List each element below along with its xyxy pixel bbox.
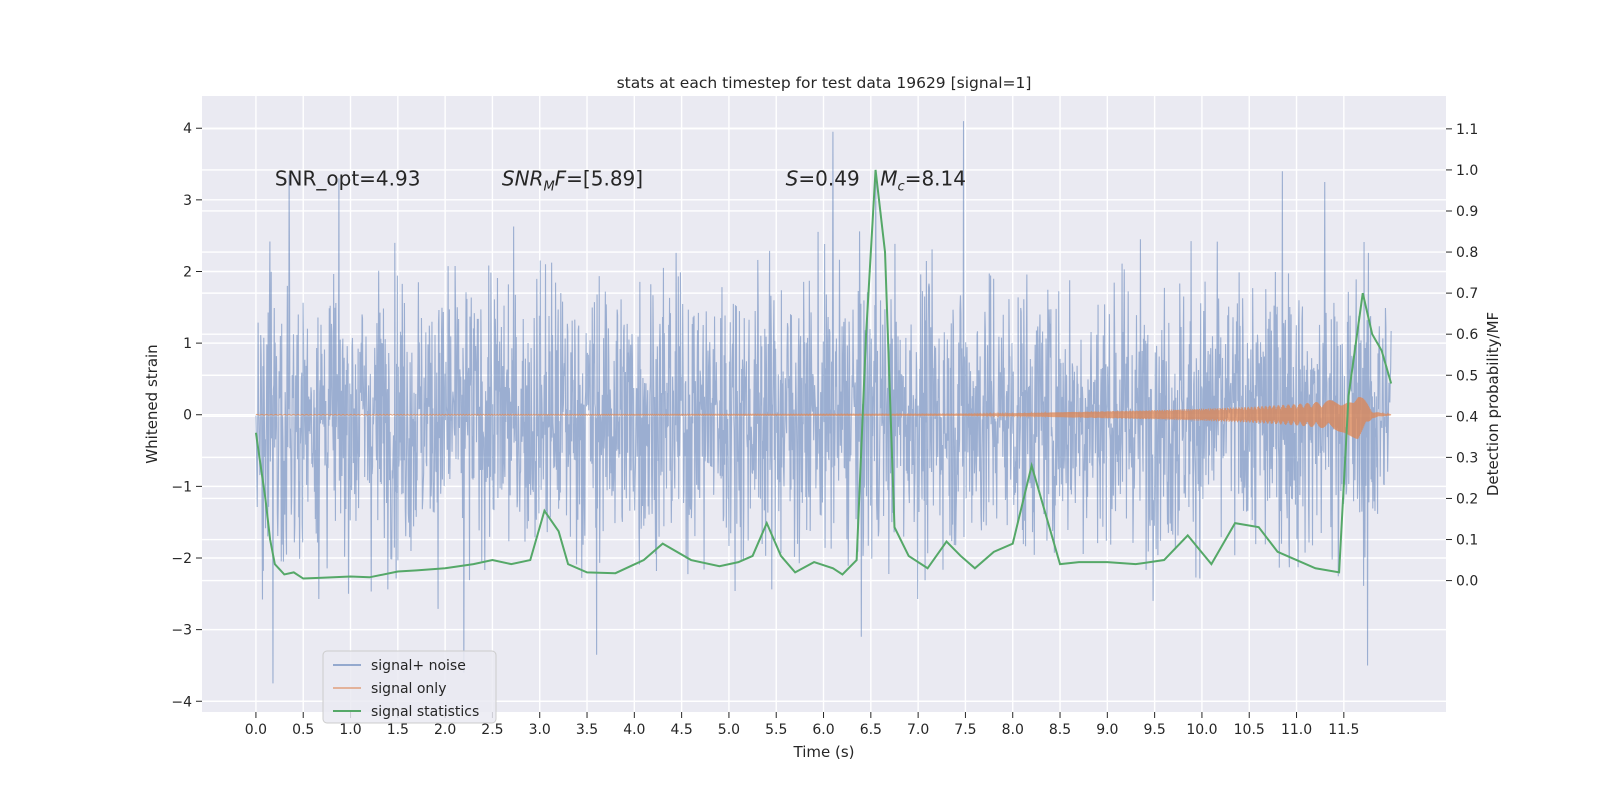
annotations: SNR_opt=4.93 SNRMF=[5.89] S=0.49 Mc=8.14	[275, 167, 966, 195]
y2-tick-label: 0.0	[1456, 574, 1478, 590]
y-tick-label: −1	[171, 479, 192, 495]
x-tick-label: 7.5	[954, 722, 976, 738]
noise-line	[255, 121, 1392, 684]
annotation-2: S=0.49	[786, 167, 860, 191]
series-signal-only	[255, 397, 1392, 440]
legend-label: signal statistics	[371, 704, 479, 720]
y2-tick-label: 0.8	[1456, 245, 1478, 261]
x-tick-label: 5.5	[765, 722, 787, 738]
x-tick-label: 2.0	[434, 722, 456, 738]
y-tick-label: 2	[183, 264, 192, 280]
y2-tick-label: 0.9	[1456, 204, 1478, 220]
legend-label: signal only	[371, 681, 446, 697]
y2-tick-label: 0.6	[1456, 327, 1478, 343]
annotation-1: SNRMF=[5.89]	[502, 167, 643, 195]
annotation-3: Mc=8.14	[880, 167, 966, 195]
x-tick-label: 6.5	[860, 722, 882, 738]
x-tick-label: 6.0	[812, 722, 834, 738]
x-tick-label: 2.5	[481, 722, 503, 738]
series-signal-statistics	[254, 169, 1393, 580]
y-axis-label: Whitened strain	[143, 344, 161, 463]
y-tick-label: 1	[183, 336, 192, 352]
x-tick-label: 11.0	[1281, 722, 1312, 738]
x-tick-label: 8.0	[1002, 722, 1024, 738]
y2-tick-label: 0.4	[1456, 409, 1478, 425]
x-tick-label: 9.5	[1143, 722, 1165, 738]
x-tick-label: 4.5	[670, 722, 692, 738]
y2-tick-label: 1.0	[1456, 163, 1478, 179]
y2-axis-label: Detection probability/MF	[1484, 312, 1502, 496]
y-tick-label: −4	[171, 694, 192, 710]
x-tick-label: 0.0	[245, 722, 267, 738]
signal-line	[255, 397, 1392, 440]
legend-box	[322, 650, 497, 724]
y-tick-label: 0	[183, 408, 192, 424]
y-tick-label: −2	[171, 551, 192, 567]
x-tick-label: 1.0	[339, 722, 361, 738]
y2-tick-label: 0.1	[1456, 533, 1478, 549]
x-tick-label: 8.5	[1049, 722, 1071, 738]
legend: signal+ noise signal only signal statistic…	[322, 650, 497, 724]
x-tick-label: 1.5	[387, 722, 409, 738]
x-tick-label: 9.0	[1096, 722, 1118, 738]
y2-tick-label: 0.5	[1456, 368, 1478, 384]
x-axis-label: Time (s)	[793, 743, 855, 761]
x-tick-label: 5.0	[718, 722, 740, 738]
x-tick-label: 4.0	[623, 722, 645, 738]
series-signal-noise	[255, 121, 1392, 684]
y2-tick-label: 0.3	[1456, 450, 1478, 466]
x-tick-label: 0.5	[292, 722, 314, 738]
chart-title: stats at each timestep for test data 196…	[617, 74, 1032, 92]
y-tick-label: 3	[183, 193, 192, 209]
axes: 0.0 0.5 1.0 1.5 2.0 2.5 3.0 3.5 4.0 4.5 5.0 5.5 6.0 6…	[171, 121, 1478, 738]
x-tick-label: 7.0	[907, 722, 929, 738]
annotation-0: SNR_opt=4.93	[275, 167, 421, 191]
y2-tick-label: 1.1	[1456, 122, 1478, 138]
x-tick-label: 10.5	[1234, 722, 1265, 738]
y-tick-label: −3	[171, 623, 192, 639]
stats-line	[254, 169, 1393, 580]
y2-tick-label: 0.7	[1456, 286, 1478, 302]
legend-label: signal+ noise	[371, 658, 466, 674]
x-tick-label: 3.0	[529, 722, 551, 738]
x-tick-label: 10.0	[1186, 722, 1217, 738]
x-tick-label: 3.5	[576, 722, 598, 738]
y2-tick-label: 0.2	[1456, 491, 1478, 507]
y-tick-label: 4	[183, 121, 192, 137]
x-tick-label: 11.5	[1328, 722, 1359, 738]
